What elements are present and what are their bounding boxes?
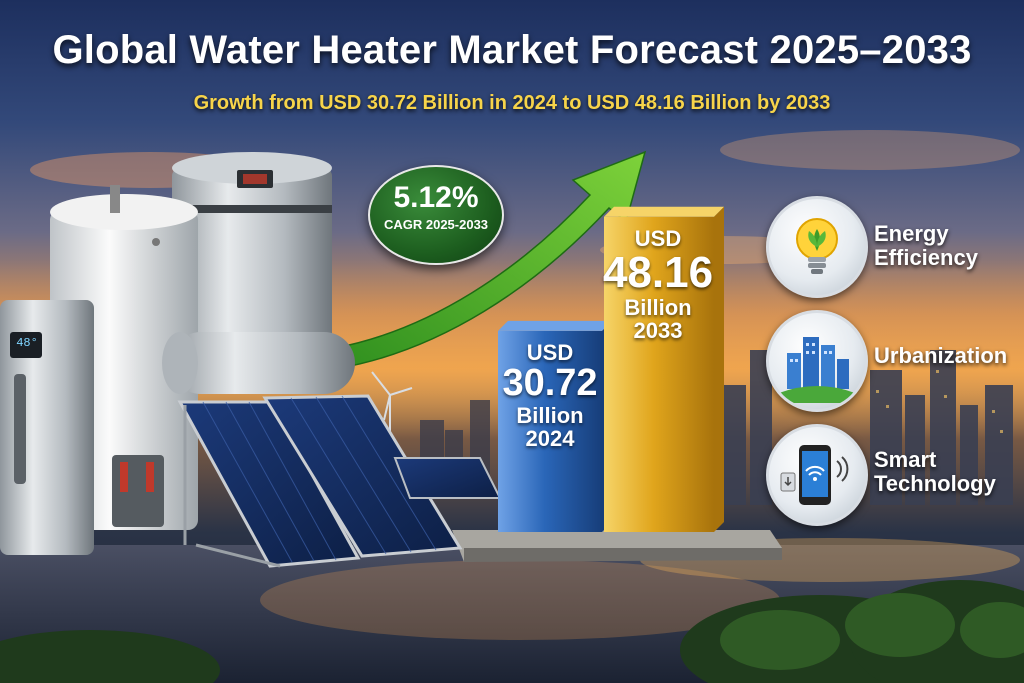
city-buildings-icon xyxy=(766,310,868,412)
heater-display-readout: 48° xyxy=(16,336,38,350)
page-subtitle: Growth from USD 30.72 Billion in 2024 to… xyxy=(193,92,831,114)
bar-front xyxy=(498,330,602,532)
page-title: Global Water Heater Market Forecast 2025… xyxy=(52,28,972,72)
bar-label-unit: Billion xyxy=(624,295,692,321)
water-heater-small-digital xyxy=(0,300,94,555)
bar-top xyxy=(498,320,612,331)
bar-label-2033: USD 48.16 Billion 2033 xyxy=(600,225,716,344)
bar-label-year: 2024 xyxy=(525,426,575,451)
solar-water-heater xyxy=(112,332,463,568)
bar-label-year: 2033 xyxy=(633,318,683,344)
cagr-label: CAGR 2025-2033 xyxy=(383,217,489,232)
water-heater-steel-tank xyxy=(172,152,332,358)
cagr-badge: 5.12% CAGR 2025-2033 xyxy=(368,165,504,265)
bar-top xyxy=(604,206,724,217)
bar-label-unit: Billion xyxy=(516,402,584,428)
bar-label-currency: USD xyxy=(634,225,682,251)
bar-2033 xyxy=(604,206,724,532)
cagr-value: 5.12% xyxy=(393,181,479,214)
lightbulb-leaf-icon xyxy=(766,196,868,298)
bar-label-currency: USD xyxy=(526,339,574,365)
driver-label-urbanization: Urbanization xyxy=(874,343,1008,368)
bar-side xyxy=(714,206,724,532)
bar-front xyxy=(604,216,714,532)
bar-label-2024: USD 30.72 Billion 2024 xyxy=(498,341,602,450)
driver-label-smart-technology: Smart Technology xyxy=(874,447,996,497)
bar-value-label: 48.16 xyxy=(602,247,714,297)
smartphone-wifi-icon xyxy=(766,424,868,526)
bar-2024 xyxy=(498,320,612,532)
driver-label-energy-efficiency: Energy Efficiency xyxy=(874,221,978,271)
bar-value-label: 30.72 xyxy=(502,362,598,405)
